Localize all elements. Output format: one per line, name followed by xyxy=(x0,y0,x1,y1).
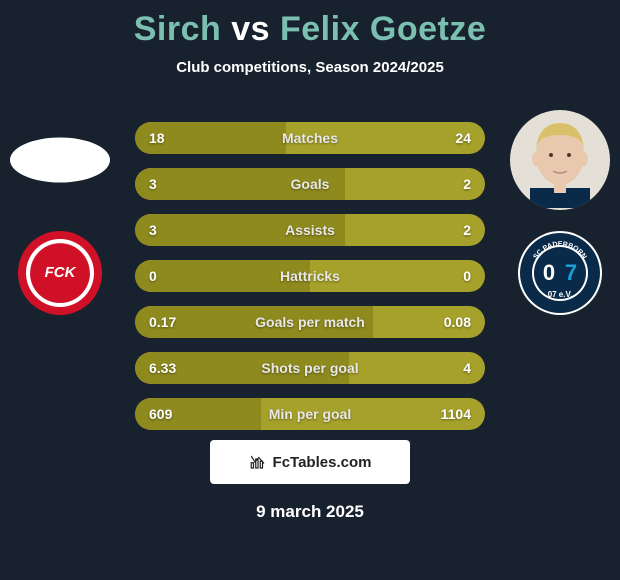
club-right-icon: SC PADERBORN 07 e.V. 0 7 xyxy=(517,230,603,316)
left-column: FCK xyxy=(5,110,115,316)
stat-right-value: 2 xyxy=(463,176,471,192)
stat-left-value: 3 xyxy=(149,222,157,238)
stat-right-value: 4 xyxy=(463,360,471,376)
stat-left-value: 3 xyxy=(149,176,157,192)
stat-bar: 0.17 Goals per match 0.08 xyxy=(135,306,485,338)
paderborn-badge: SC PADERBORN 07 e.V. 0 7 xyxy=(517,230,603,316)
chart-icon xyxy=(249,453,267,471)
player1-name: Sirch xyxy=(134,10,222,48)
stat-label: Hattricks xyxy=(280,268,340,284)
kaiserslautern-badge: FCK xyxy=(17,230,103,316)
player2-avatar xyxy=(510,110,610,210)
stat-label: Matches xyxy=(282,130,338,146)
vs-text: vs xyxy=(231,10,270,48)
stat-label: Goals xyxy=(291,176,330,192)
stat-label: Goals per match xyxy=(255,314,365,330)
stat-right-value: 0.08 xyxy=(444,314,471,330)
stat-bar: 18 Matches 24 xyxy=(135,122,485,154)
stat-right-value: 0 xyxy=(463,268,471,284)
stat-left-value: 6.33 xyxy=(149,360,176,376)
club-left-icon: FCK xyxy=(17,230,103,316)
stat-bar: 3 Goals 2 xyxy=(135,168,485,200)
stat-right-value: 1104 xyxy=(441,406,471,422)
right-column: SC PADERBORN 07 e.V. 0 7 xyxy=(505,110,615,316)
svg-text:0: 0 xyxy=(543,260,555,285)
watermark-text: FcTables.com xyxy=(273,454,372,471)
player2-name: Felix Goetze xyxy=(280,10,486,48)
player2-face-icon xyxy=(520,113,600,208)
stats-panel: 18 Matches 24 3 Goals 2 3 Assists 2 0 Hattricks 0 0.… xyxy=(135,122,485,430)
subtitle: Club competitions, Season 2024/2025 xyxy=(0,59,620,76)
stat-bar: 3 Assists 2 xyxy=(135,214,485,246)
player1-avatar xyxy=(10,138,110,183)
stat-left-value: 18 xyxy=(149,130,165,146)
svg-text:FCK: FCK xyxy=(45,264,77,281)
stat-label: Min per goal xyxy=(269,406,351,422)
stat-bar: 609 Min per goal 1104 xyxy=(135,398,485,430)
svg-text:07 e.V.: 07 e.V. xyxy=(548,290,573,299)
stat-left-value: 609 xyxy=(149,406,172,422)
stat-right-value: 2 xyxy=(463,222,471,238)
date-text: 9 march 2025 xyxy=(256,502,364,522)
stat-left-value: 0.17 xyxy=(149,314,176,330)
stat-label: Assists xyxy=(285,222,335,238)
watermark[interactable]: FcTables.com xyxy=(210,440,410,484)
svg-text:7: 7 xyxy=(565,260,577,285)
stat-label: Shots per goal xyxy=(261,360,358,376)
stat-bar: 0 Hattricks 0 xyxy=(135,260,485,292)
stat-left-value: 0 xyxy=(149,268,157,284)
stat-bar: 6.33 Shots per goal 4 xyxy=(135,352,485,384)
stat-right-value: 24 xyxy=(455,130,471,146)
page-title: Sirch vs Felix Goetze xyxy=(0,0,620,49)
